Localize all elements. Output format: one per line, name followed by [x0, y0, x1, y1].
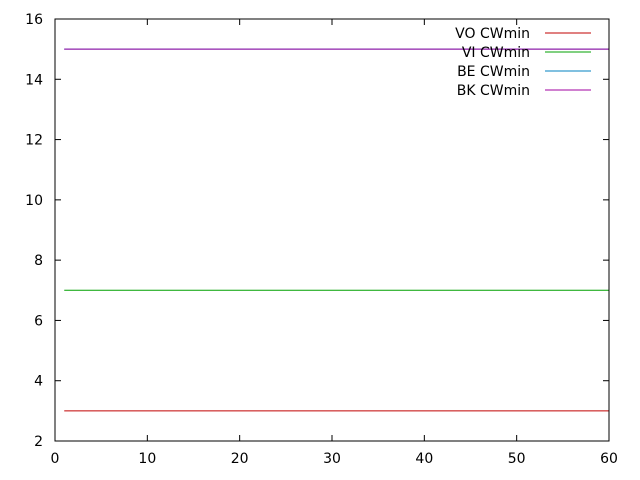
- legend-label: BE CWmin: [457, 64, 530, 80]
- series-lines: [64, 48, 609, 412]
- legend-label: VO CWmin: [455, 26, 530, 42]
- x-tick-label: 0: [51, 451, 60, 467]
- axes: 0 10 20 30 40 50 60 2 4 6 8 10 12 14 16: [25, 12, 618, 467]
- y-tick-label: 12: [25, 133, 43, 149]
- y-tick-label: 8: [34, 253, 43, 269]
- x-tick-label: 30: [323, 451, 341, 467]
- y-tick-label: 2: [34, 434, 43, 450]
- legend: VO CWmin VI CWmin BE CWmin BK CWmin: [455, 26, 591, 99]
- y-tick-label: 10: [25, 193, 43, 209]
- x-tick-label: 40: [415, 451, 433, 467]
- y-tick-label: 14: [25, 72, 43, 88]
- x-tick-label: 60: [600, 451, 618, 467]
- y-tick-label: 6: [34, 313, 43, 329]
- x-tick-label: 10: [138, 451, 156, 467]
- x-tick-label: 50: [508, 451, 526, 467]
- y-tick-label: 16: [25, 12, 43, 28]
- x-tick-label: 20: [231, 451, 249, 467]
- y-tick-label: 4: [34, 374, 43, 390]
- legend-label: VI CWmin: [462, 45, 530, 61]
- legend-label: BK CWmin: [457, 83, 530, 99]
